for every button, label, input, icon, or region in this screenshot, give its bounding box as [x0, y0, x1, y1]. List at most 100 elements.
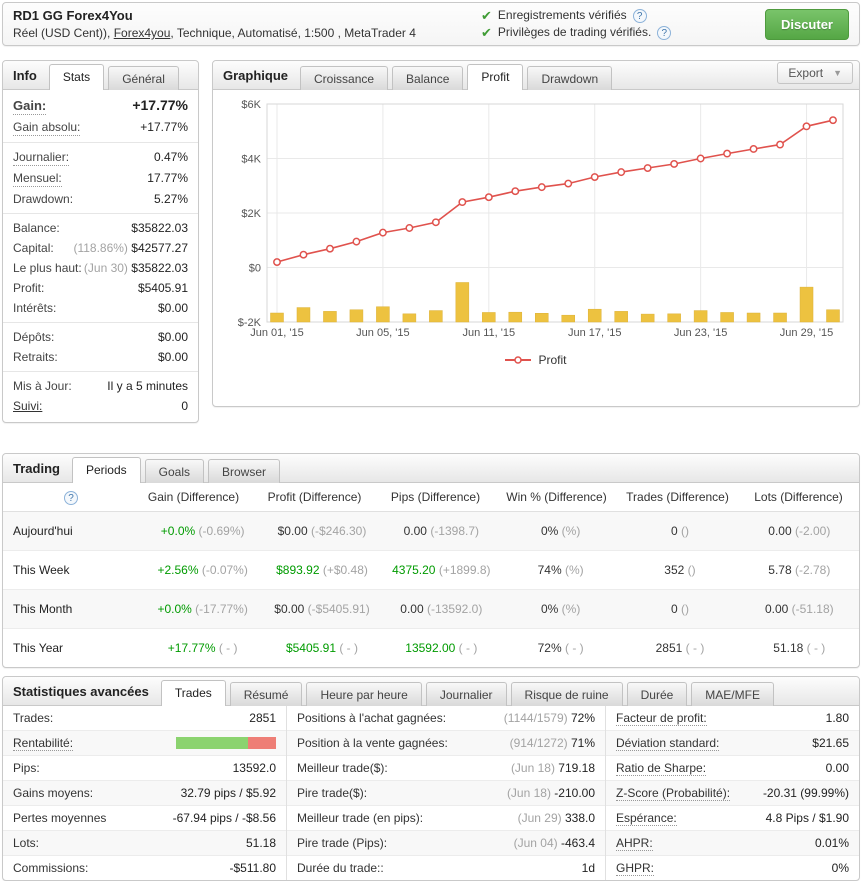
period-cell: $893.92 (+$0.48) [262, 563, 381, 577]
cell-main-value: 0 [670, 602, 678, 616]
cell-main-value: 5.78 [768, 563, 792, 577]
info-value: 0.47% [154, 149, 188, 165]
stat-value-main: 1.80 [825, 711, 849, 725]
export-button[interactable]: Export ▼ [777, 62, 853, 84]
data-point-marker [458, 198, 467, 207]
info-value-context: (Jun 30) [83, 261, 132, 275]
tab-r-sum[interactable]: Résumé [229, 682, 303, 706]
period-cell: 74% (%) [501, 563, 620, 577]
tab-periods[interactable]: Periods [71, 457, 141, 483]
stat-value: 1.80 [826, 711, 849, 725]
tab-heure-par-heure[interactable]: Heure par heure [306, 682, 422, 706]
cell-main-value: +0.0% [157, 602, 192, 616]
stat-value: 4.8 Pips / $1.90 [766, 811, 849, 825]
legend-label: Profit [538, 353, 567, 367]
cell-main-value: 74% [537, 563, 562, 577]
check-icon: ✔ [481, 8, 492, 23]
info-value: $0.00 [158, 349, 188, 365]
chart-panel: Graphique Croissance Balance Profit Drawdow… [212, 60, 860, 407]
tab-browser[interactable]: Browser [208, 459, 281, 483]
stat-value-main: 32.79 pips / $5.92 [180, 786, 276, 800]
tab-drawdown[interactable]: Drawdown [527, 66, 613, 90]
period-cell: 352 () [620, 563, 739, 577]
svg-text:Jun 01, '15: Jun 01, '15 [250, 327, 303, 339]
stat-value-main: 71% [570, 736, 595, 750]
cell-main-value: 0% [540, 602, 559, 616]
info-row-gain: Gain: +17.77% [3, 95, 198, 117]
column-header-gain-difference: Gain (Difference) [147, 490, 240, 504]
chevron-down-icon: ▼ [833, 68, 842, 78]
volume-bar [349, 309, 364, 323]
verified-row: ✔ Enregistrements vérifiés? [481, 7, 765, 24]
cell-main-value: $0.00 [274, 602, 305, 616]
help-icon[interactable]: ? [64, 490, 78, 505]
info-label: Retraits: [13, 350, 58, 364]
help-icon[interactable]: ? [632, 8, 647, 23]
info-row-int-r-ts: Intérêts: $0.00 [3, 298, 198, 318]
volume-bar [376, 306, 390, 323]
stat-value: $21.65 [812, 736, 849, 750]
stat-value-main: -20.31 (99.99%) [762, 786, 849, 800]
tab-balance[interactable]: Balance [392, 66, 464, 90]
stat-value-main: 72% [570, 711, 595, 725]
tab-mae-mfe[interactable]: MAE/MFE [691, 682, 774, 706]
cell-main-value: 0.00 [768, 524, 792, 538]
stat-value: 13592.0 [233, 761, 276, 775]
cell-diff-value: (-2.78) [791, 563, 831, 577]
cell-diff-value: (-$246.30) [307, 524, 367, 538]
volume-bar [693, 310, 708, 323]
info-label[interactable]: Suivi: [13, 399, 43, 413]
tab-goals[interactable]: Goals [144, 459, 204, 483]
tab-profit[interactable]: Profit [467, 64, 524, 90]
info-label: Profit: [13, 281, 45, 295]
svg-text:$-2K: $-2K [238, 317, 262, 329]
volume-bar [561, 314, 575, 323]
stat-row-pertes-moyennes: Pertes moyennes -67.94 pips / -$8.56 [3, 806, 286, 831]
volume-bar [640, 313, 655, 323]
stat-row-pips: Pips: 13592.0 [3, 756, 286, 781]
info-value: $0.00 [158, 329, 188, 345]
svg-text:Jun 23, '15: Jun 23, '15 [674, 327, 727, 339]
tab-croissance[interactable]: Croissance [300, 66, 389, 90]
tab-stats[interactable]: Stats [48, 64, 105, 90]
verified-block: ✔ Enregistrements vérifiés? ✔ Privilèges de… [481, 7, 765, 41]
data-point-marker [617, 168, 626, 177]
divider [3, 142, 198, 143]
period-cell: 0 () [620, 524, 739, 538]
stat-label: Commissions: [13, 861, 89, 875]
info-row-d-p-ts: Dépôts: $0.00 [3, 327, 198, 347]
cell-diff-value: ( - ) [455, 641, 478, 655]
tab-trades[interactable]: Trades [160, 680, 226, 706]
info-body: Gain: +17.77% Gain absolu: +17.77% Journalie… [3, 90, 198, 422]
cell-diff-value: ( - ) [682, 641, 705, 655]
stat-label: Espérance: [616, 810, 677, 826]
discuss-button[interactable]: Discuter [764, 8, 849, 40]
info-panel: Info Stats Général Gain: +17.77% Gain absol… [2, 60, 199, 423]
advanced-stats-panel: Statistiques avancées Trades Résumé Heure … [2, 676, 860, 881]
tab-dur-e[interactable]: Durée [626, 682, 688, 706]
stat-label: Ratio de Sharpe: [616, 760, 707, 776]
data-point-marker [299, 250, 308, 259]
tab-risque-de-ruine[interactable]: Risque de ruine [510, 682, 623, 706]
period-cell: $0.00 (-$246.30) [262, 524, 381, 538]
info-value-main: $0.00 [157, 350, 188, 364]
trading-tabs: Periods Goals Browser [71, 457, 284, 483]
help-icon[interactable]: ? [657, 25, 672, 40]
data-point-marker [802, 122, 811, 131]
period-cell: 51.18 ( - ) [740, 641, 859, 655]
broker-link[interactable]: Forex4you [113, 26, 171, 40]
stat-value-main: 4.8 Pips / $1.90 [765, 811, 849, 825]
stat-label: Pire trade (Pips): [297, 836, 388, 850]
stat-value-main: 51.18 [245, 836, 276, 850]
tab-journalier[interactable]: Journalier [425, 682, 507, 706]
period-cell: 2851 ( - ) [620, 641, 739, 655]
stats-column-2: Positions à l'achat gagnées: (1144/1579) … [287, 706, 606, 880]
cell-diff-value: (-1398.7) [426, 524, 480, 538]
period-cell: 0% (%) [501, 602, 620, 616]
account-title: RD1 GG Forex4You [13, 8, 133, 23]
tab-g-n-ral[interactable]: Général [108, 66, 179, 90]
info-value: (Jun 30) $35822.03 [84, 260, 188, 276]
verified-text: Enregistrements vérifiés [497, 8, 627, 22]
cell-diff-value: (%) [558, 524, 581, 538]
